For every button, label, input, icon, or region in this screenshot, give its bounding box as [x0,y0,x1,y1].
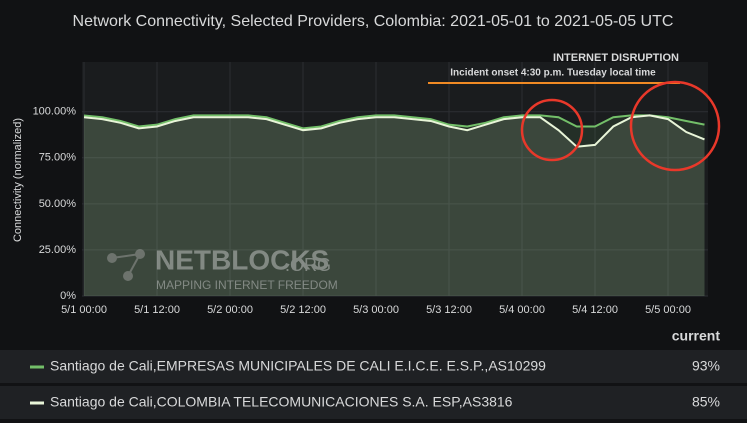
plot-area: 0% 25.00% 50.00% 75.00% 100.00% 5/1 00:00 5/1 … [33,62,708,316]
watermark-suffix: .ORG [285,255,331,275]
y-tick-label: 100.00% [33,106,77,118]
watermark-tagline: MAPPING INTERNET FREEDOM [156,278,338,292]
x-tick-label: 5/4 12:00 [572,304,618,316]
x-tick-label: 5/2 12:00 [280,304,326,316]
y-tick-label: 0% [60,290,76,302]
legend-heading: current [672,328,721,344]
annotation-text: Incident onset 4:30 p.m. Tuesday local t… [450,68,656,79]
y-tick-label: 25.00% [39,244,77,256]
series-line [83,114,705,148]
legend-row-bg [0,350,747,383]
y-tick-label: 75.00% [39,152,77,164]
legend-label: Santiago de Cali,EMPRESAS MUNICIPALES DE… [50,358,546,374]
series-line [83,114,705,130]
watermark-text: NETBLOCKS [155,244,329,275]
x-tick-label: 5/3 00:00 [353,304,399,316]
x-tick-label: 5/1 00:00 [61,304,107,316]
plot-background [82,62,708,296]
y-axis-label: Connectivity (normalized) [12,118,24,242]
highlight-circle [520,98,584,162]
x-tick-label: 5/5 00:00 [645,304,691,316]
y-tick-label: 50.00% [39,198,77,210]
annotation-title: INTERNET DISRUPTION [553,52,679,64]
x-tick-label: 5/2 00:00 [207,304,253,316]
chart-title: Network Connectivity, Selected Providers… [73,13,674,30]
watermark: NETBLOCKS .ORG MAPPING INTERNET FREEDOM [107,244,338,292]
x-tick-label: 5/1 12:00 [134,304,180,316]
x-tick-label: 5/4 00:00 [499,304,545,316]
legend-label: Santiago de Cali,COLOMBIA TELECOMUNICACI… [50,394,513,410]
legend: Santiago de Cali,EMPRESAS MUNICIPALES DE… [30,358,720,410]
legend-row-bg [0,386,747,419]
x-tick-label: 5/3 12:00 [426,304,472,316]
legend-current: 93% [692,358,720,374]
highlight-circle [629,80,721,172]
legend-current: 85% [692,394,720,410]
